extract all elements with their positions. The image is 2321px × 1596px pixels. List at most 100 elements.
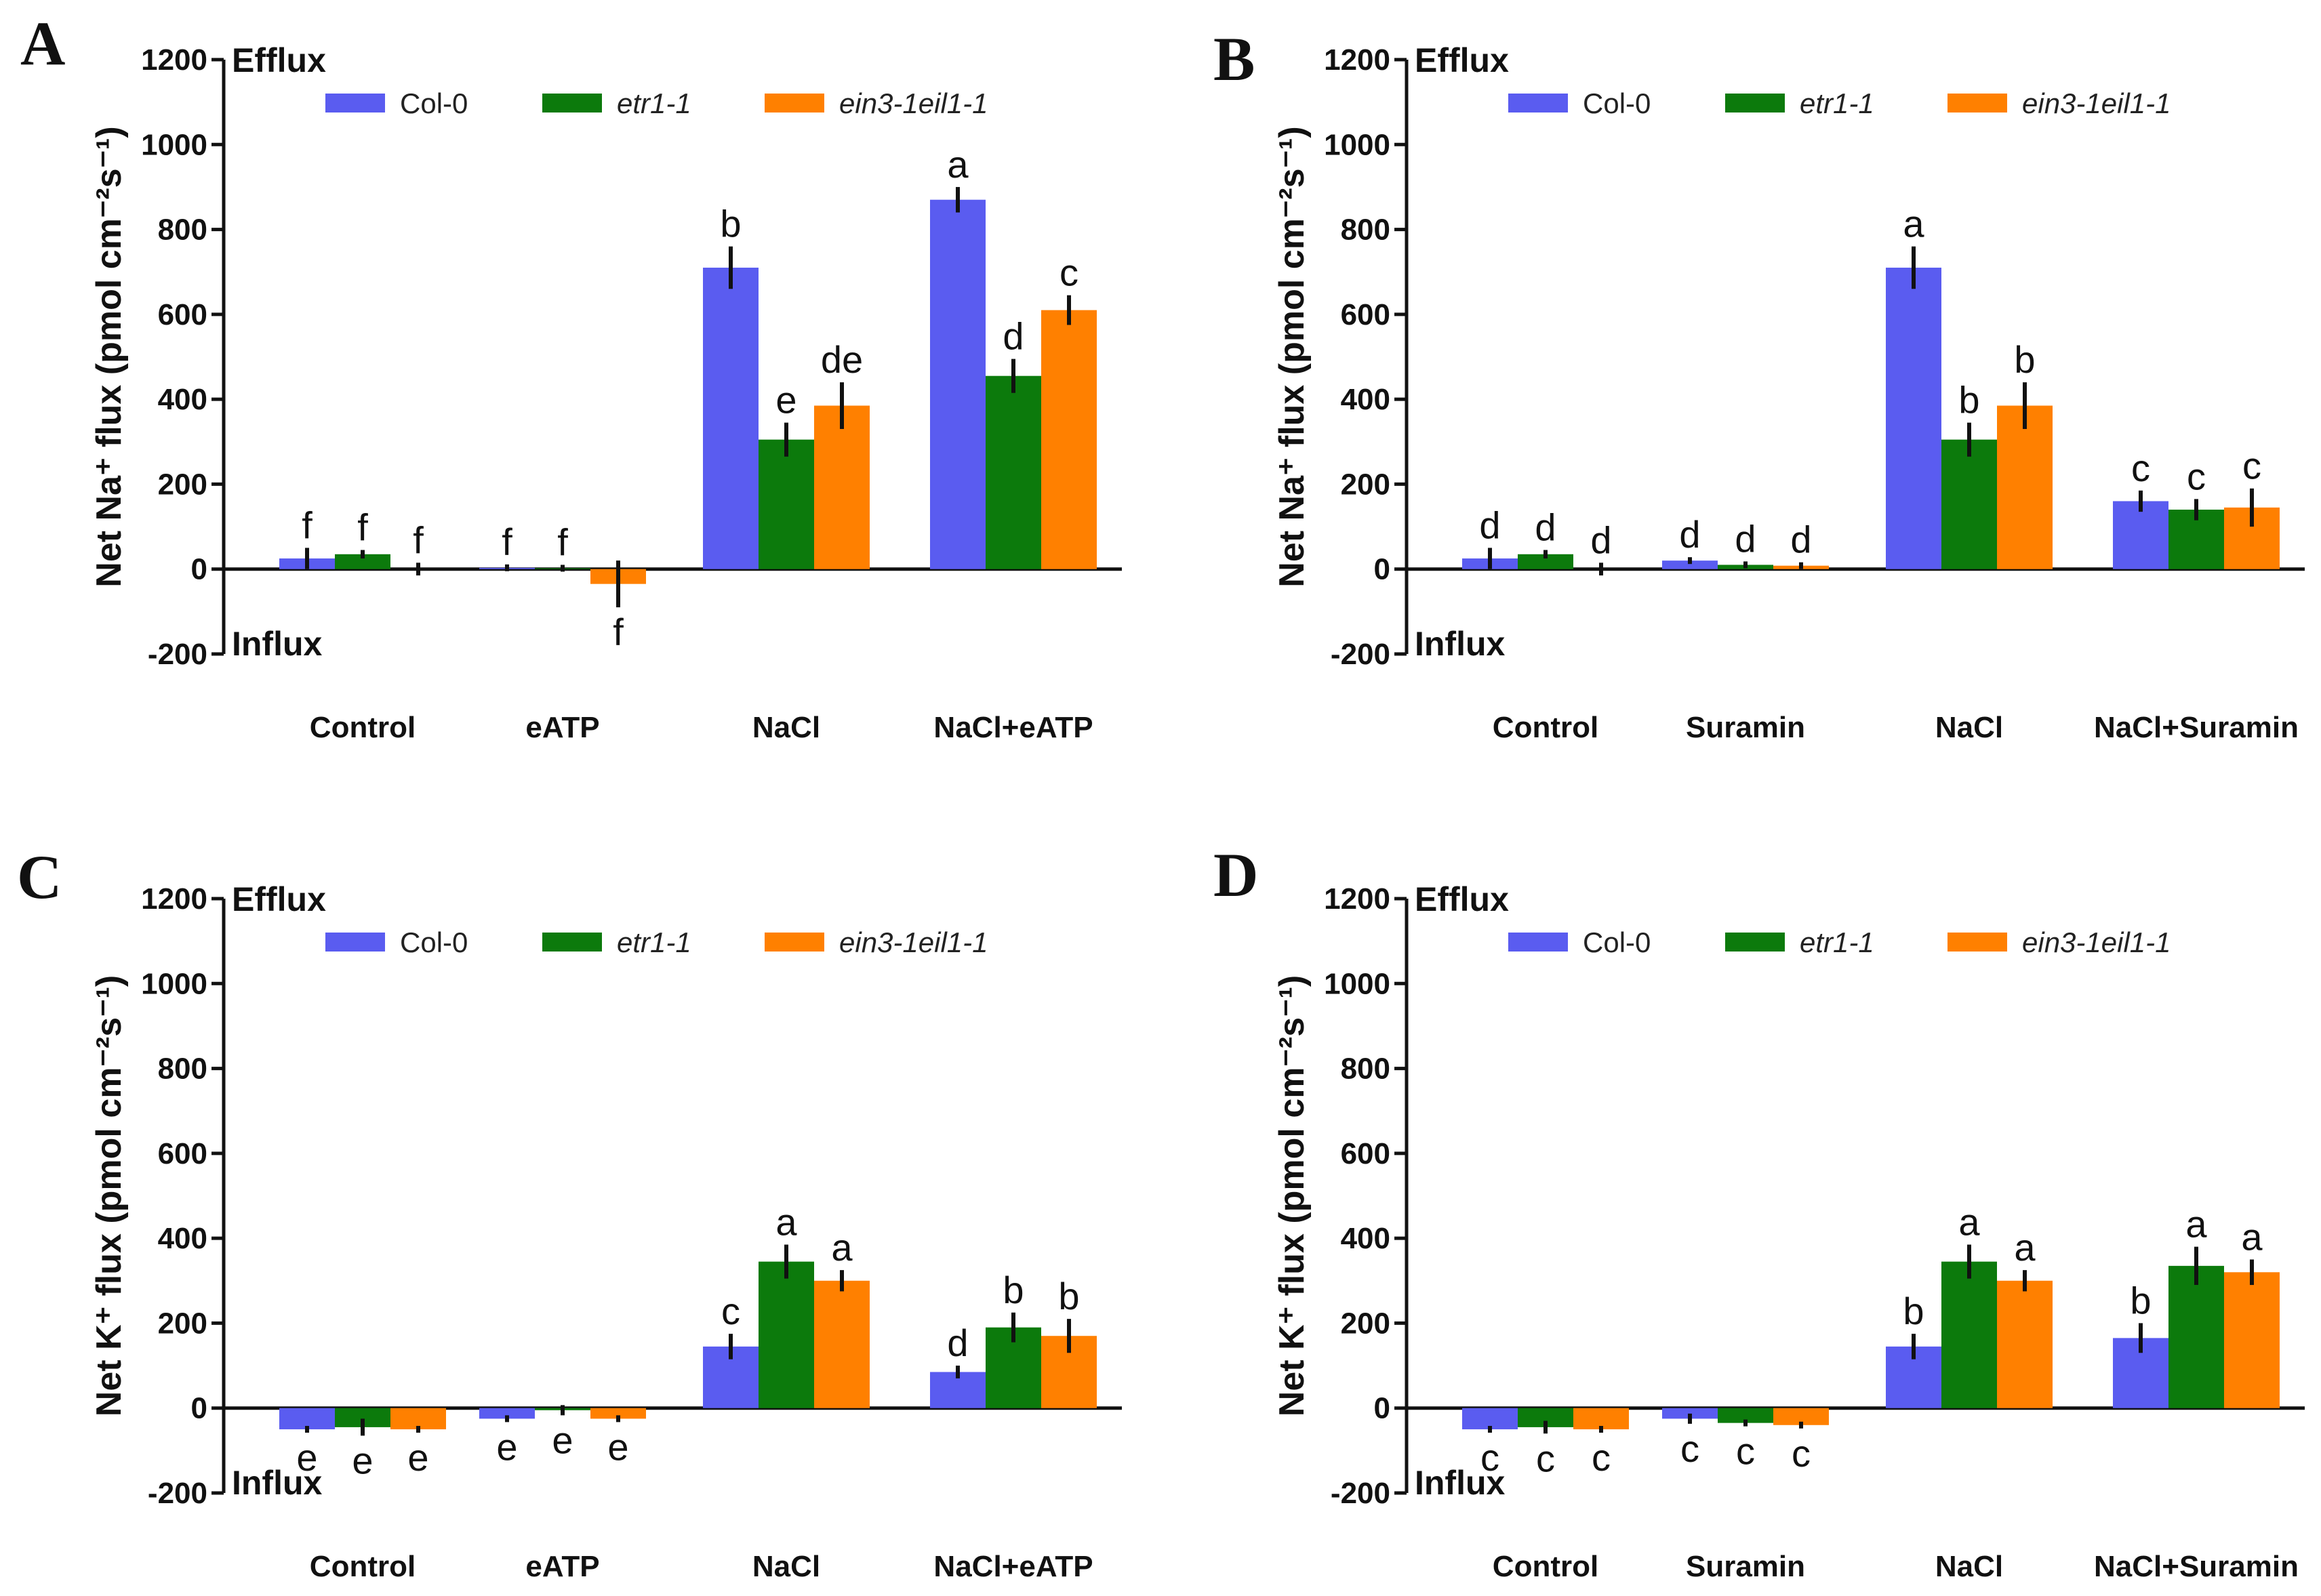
bar [986,375,1041,569]
legend-swatch [1508,94,1568,112]
y-tick-label: 0 [1374,1392,1390,1425]
legend-swatch [1508,933,1568,952]
category-label: NaCl+eATP [933,1550,1093,1583]
y-tick-label: 1200 [1324,43,1390,77]
legend-label: Col-0 [1583,87,1651,119]
bar [1518,554,1573,569]
y-tick-label: -200 [148,638,207,671]
y-axis-title: Net K⁺ flux (pmol cm⁻²s⁻¹) [1272,975,1312,1416]
significance-letter: f [302,504,312,546]
category-label: NaCl+Suramin [2094,1550,2299,1583]
significance-letter: a [1958,1201,1980,1244]
legend-label: Col-0 [1583,926,1651,958]
bar [1886,267,1941,569]
y-tick-label: 600 [158,1137,207,1170]
category-label: Suramin [1686,1550,1805,1583]
significance-letter: a [947,143,969,186]
significance-letter: b [1903,1290,1924,1332]
bar [1662,560,1718,569]
y-tick-label: 1000 [141,967,207,1000]
efflux-label: Efflux [1415,41,1509,79]
y-tick-label: -200 [1331,638,1390,671]
significance-letter: d [1003,315,1024,358]
legend-label: ein3-1eil1-1 [2022,87,2171,119]
y-tick-label: 800 [1341,1052,1390,1086]
bar [390,1408,446,1430]
significance-letter: e [607,1425,628,1468]
bar [2168,1265,2224,1408]
bar [1941,439,1997,569]
category-label: eATP [525,711,599,744]
significance-letter: d [1790,518,1811,561]
bar [814,405,870,569]
y-tick-label: 200 [1341,468,1390,501]
bar [759,1261,814,1408]
category-label: eATP [525,1550,599,1583]
significance-letter: f [502,520,512,563]
significance-letter: b [720,203,741,245]
legend-label: Col-0 [400,87,468,119]
y-tick-label: 1000 [1324,128,1390,161]
category-label: Control [1493,711,1598,744]
y-tick-label: 0 [191,1392,207,1425]
category-label: NaCl [752,1550,820,1583]
y-axis-title: Net K⁺ flux (pmol cm⁻²s⁻¹) [89,975,129,1416]
y-tick-label: 0 [1374,553,1390,586]
category-label: Suramin [1686,711,1805,744]
influx-label: Influx [1415,1464,1506,1502]
significance-letter: c [2242,445,2261,487]
significance-letter: c [1536,1437,1555,1479]
legend-label: ein3-1eil1-1 [839,926,988,958]
legend-label: etr1-1 [617,926,691,958]
significance-letter: d [1479,504,1500,546]
y-tick-label: 400 [1341,1222,1390,1255]
y-tick-label: -200 [148,1477,207,1510]
significance-letter: c [1736,1430,1755,1473]
category-label: Control [1493,1550,1598,1583]
significance-letter: d [1679,513,1700,556]
legend-swatch [325,94,385,112]
efflux-label: Efflux [1415,880,1509,918]
y-axis-title: Net Na⁺ flux (pmol cm⁻²s⁻¹) [1272,126,1312,587]
significance-letter: f [413,518,424,561]
y-tick-label: 400 [158,383,207,416]
significance-letter: e [296,1436,317,1479]
significance-letter: c [721,1290,740,1332]
panel-letter: A [20,9,65,78]
legend-label: etr1-1 [1800,926,1874,958]
significance-letter: d [1590,518,1611,561]
significance-letter: b [1958,379,1979,422]
y-tick-label: 1200 [141,43,207,77]
legend-label: etr1-1 [617,87,691,119]
significance-letter: e [352,1439,373,1481]
bar [1997,1280,2053,1408]
bar [590,1408,646,1419]
significance-letter: c [1792,1432,1811,1475]
y-tick-label: 400 [158,1222,207,1255]
legend-swatch [765,94,824,112]
y-tick-label: -200 [1331,1477,1390,1510]
bar [1718,1408,1773,1423]
bar [703,267,759,569]
category-label: NaCl [752,711,820,744]
bar [1041,310,1097,569]
significance-letter: e [496,1425,517,1468]
y-tick-label: 600 [158,298,207,331]
significance-letter: a [831,1226,853,1269]
y-tick-label: 200 [1341,1307,1390,1340]
y-tick-label: 600 [1341,298,1390,331]
bar [930,199,986,569]
y-tick-label: 1000 [141,128,207,161]
significance-letter: a [2014,1226,2036,1269]
category-label: NaCl+eATP [933,711,1093,744]
bar [479,1408,535,1419]
panel-letter: D [1213,840,1258,909]
y-tick-label: 200 [158,468,207,501]
legend-swatch [1725,94,1785,112]
significance-letter: d [1735,517,1756,560]
panel-B: B -200 0 200 400 600 800 1000 1200 Efflux Influx Ne… [1213,24,2305,744]
significance-letter: c [1059,251,1078,294]
legend-label: Col-0 [400,926,468,958]
legend-swatch [325,933,385,952]
significance-letter: e [775,379,796,422]
